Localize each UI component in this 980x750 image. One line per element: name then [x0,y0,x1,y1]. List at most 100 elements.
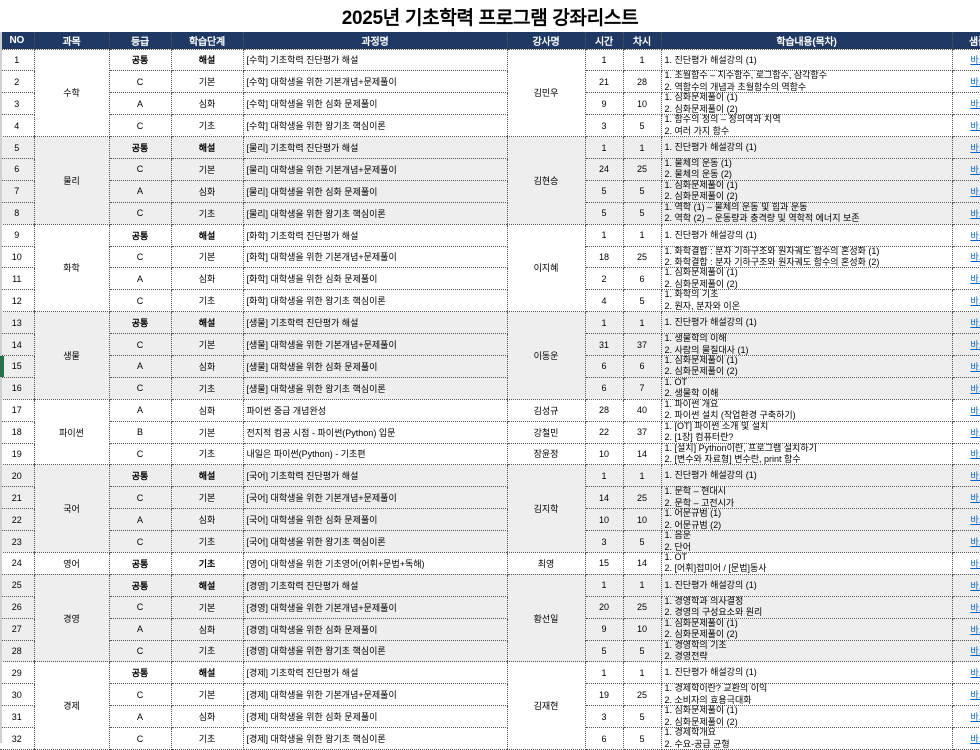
cell-sessions[interactable]: 7 [623,377,662,400]
cell-learning-content[interactable]: 1. 심화문제풀이 (1) 2. 심화문제풀이 (2) [661,267,953,291]
cell-course-name[interactable]: [수학] 대학생을 위한 기본개념+문제풀이 [243,70,508,94]
sample-video-link[interactable]: 바로가기 [970,340,980,351]
table-row[interactable]: 32 C 기초 [경제] 대학생을 위한 왕기초 핵심이론 6 5 1. 경제학개요 2. 수… [0,727,980,750]
cell-hours[interactable]: 9 [585,92,624,116]
cell-no[interactable]: 4 [0,114,35,138]
sample-video-link[interactable]: 바로가기 [970,405,980,416]
cell-sessions[interactable]: 25 [623,486,662,510]
cell-hours[interactable]: 6 [585,727,624,750]
cell-course-name[interactable]: [경영] 대학생을 위한 왕기초 핵심이론 [243,640,508,663]
cell-subject[interactable]: 영어 [34,552,110,575]
cell-sessions[interactable]: 37 [623,333,662,356]
cell-sample-video[interactable]: 바로가기 [952,246,980,269]
cell-teacher[interactable]: 황선일 [507,574,586,663]
cell-sessions[interactable]: 5 [623,727,662,750]
cell-hours[interactable]: 1 [585,661,624,685]
cell-grade[interactable]: B [109,421,172,444]
cell-subject[interactable]: 국어 [34,464,110,553]
cell-hours[interactable]: 10 [585,443,624,466]
table-row[interactable]: 26 C 기본 [경영] 대학생을 위한 기본개념+문제풀이 20 25 1. 경영학과 의… [0,596,980,619]
cell-sample-video[interactable]: 바로가기 [952,70,980,94]
cell-sessions[interactable]: 6 [623,267,662,291]
sample-video-link[interactable]: 바로가기 [970,208,980,219]
cell-learning-content[interactable]: 1. 진단평가 해설강의 (1) [661,574,953,597]
cell-hours[interactable]: 10 [585,508,624,532]
cell-sample-video[interactable]: 바로가기 [952,574,980,597]
cell-no[interactable]: 29 [0,661,35,685]
cell-hours[interactable]: 14 [585,486,624,510]
cell-no[interactable]: 25 [0,574,35,597]
col-header-subject[interactable]: 과목 [34,32,110,50]
cell-sample-video[interactable]: 바로가기 [952,552,980,575]
cell-hours[interactable]: 3 [585,705,624,729]
cell-hours[interactable]: 6 [585,355,624,378]
cell-grade[interactable]: C [109,596,172,619]
cell-sample-video[interactable]: 바로가기 [952,508,980,532]
table-row[interactable]: 17 파이썬 A 심화 파이썬 중급 개념완성 김성규 28 40 1. 파이썬 개요 2. 파이… [0,399,980,466]
sample-video-link[interactable]: 바로가기 [970,274,980,285]
cell-course-name[interactable]: [화학] 대학생을 위한 기본개념+문제풀이 [243,246,508,269]
sample-video-link[interactable]: 바로가기 [970,690,980,701]
cell-course-name[interactable]: [화학] 기초학력 진단평가 해설 [243,224,508,247]
cell-course-name[interactable]: [수학] 기초학력 진단평가 해설 [243,49,508,72]
sample-video-link[interactable]: 바로가기 [970,121,980,132]
cell-subject[interactable]: 생물 [34,311,110,400]
cell-no[interactable]: 27 [0,618,35,641]
table-row[interactable]: 31 A 심화 [경제] 대학생을 위한 심화 문제풀이 3 5 1. 심화문제풀이 (1)… [0,705,980,729]
cell-no[interactable]: 23 [0,530,35,553]
table-row[interactable]: 21 C 기본 [국어] 대학생을 위한 기본개념+문제풀이 14 25 1. 문학 – 현… [0,486,980,510]
cell-teacher[interactable]: 김민우 [507,49,586,138]
cell-course-name[interactable]: [경제] 대학생을 위한 심화 문제풀이 [243,705,508,729]
cell-step[interactable]: 심화 [171,399,244,422]
table-row[interactable]: 3 A 심화 [수학] 대학생을 위한 심화 문제풀이 9 10 1. 심화문제풀이 (1)… [0,92,980,116]
cell-hours[interactable]: 1 [585,464,624,488]
cell-course-name[interactable]: [영어] 대학생을 위한 기초영어(어휘+문법+독해) [243,552,508,575]
sample-video-link[interactable]: 바로가기 [970,55,980,66]
table-row[interactable]: 10 C 기본 [화학] 대학생을 위한 기본개념+문제풀이 18 25 1. 화학결합 :… [0,246,980,269]
cell-hours[interactable]: 18 [585,246,624,269]
cell-no[interactable]: 20 [0,464,35,488]
cell-step[interactable]: 기초 [171,443,244,466]
cell-grade[interactable]: C [109,114,172,138]
cell-learning-content[interactable]: 1. 함수의 정의 – 정의역과 치역 2. 여러 가지 함수 [661,114,953,138]
cell-grade[interactable]: C [109,443,172,466]
col-header-no[interactable]: NO [0,32,35,50]
cell-sample-video[interactable]: 바로가기 [952,333,980,356]
cell-sample-video[interactable]: 바로가기 [952,618,980,641]
table-row[interactable]: 29 경제 공통 해설 [경제] 기초학력 진단평가 해설 김재현 1 1 1. 진단평가 해설… [0,661,980,750]
cell-grade[interactable]: C [109,683,172,707]
cell-step[interactable]: 기초 [171,202,244,225]
cell-subject[interactable]: 파이썬 [34,399,110,466]
cell-hours[interactable]: 1 [585,311,624,335]
cell-step[interactable]: 기본 [171,333,244,356]
cell-step[interactable]: 기본 [171,596,244,619]
table-row[interactable]: 12 C 기초 [화학] 대학생을 위한 왕기초 핵심이론 4 5 1. 화학의 기초 2. … [0,289,980,313]
cell-step[interactable]: 심화 [171,508,244,532]
cell-sample-video[interactable]: 바로가기 [952,486,980,510]
cell-no[interactable]: 28 [0,640,35,663]
cell-learning-content[interactable]: 1. 심화문제풀이 (1) 2. 심화문제풀이 (2) [661,705,953,729]
cell-grade[interactable]: C [109,640,172,663]
cell-sample-video[interactable]: 바로가기 [952,267,980,291]
cell-learning-content[interactable]: 1. [OT] 파이썬 소개 및 설치 2. [1장] 컴퓨터란? [661,421,953,444]
cell-sessions[interactable]: 40 [623,399,662,422]
cell-sessions[interactable]: 14 [623,443,662,466]
cell-learning-content[interactable]: 1. 파이썬 개요 2. 파이썬 설치 (작업환경 구축하기) [661,399,953,422]
sample-video-link[interactable]: 바로가기 [970,427,980,438]
cell-teacher[interactable]: 이동운 [507,311,586,400]
cell-sessions[interactable]: 25 [623,596,662,619]
cell-step[interactable]: 기본 [171,70,244,94]
cell-sessions[interactable]: 1 [623,136,662,159]
sample-video-link[interactable]: 바로가기 [970,537,980,548]
cell-course-name[interactable]: [경영] 기초학력 진단평가 해설 [243,574,508,597]
cell-hours[interactable]: 5 [585,202,624,225]
table-row[interactable]: 7 A 심화 [물리] 대학생을 위한 심화 문제풀이 5 5 1. 심화문제풀이 (1) 2… [0,180,980,203]
cell-sessions[interactable]: 25 [623,683,662,707]
sample-video-link[interactable]: 바로가기 [970,602,980,613]
cell-learning-content[interactable]: 1. 어문규범 (1) 2. 어문규범 (2) [661,508,953,532]
cell-hours[interactable]: 1 [585,49,624,72]
table-row[interactable]: 24 영어 공통 기초 [영어] 대학생을 위한 기초영어(어휘+문법+독해) 최영 15 1… [0,552,980,575]
sample-video-link[interactable]: 바로가기 [970,296,980,307]
cell-sessions[interactable]: 5 [623,705,662,729]
cell-step[interactable]: 기초 [171,377,244,400]
